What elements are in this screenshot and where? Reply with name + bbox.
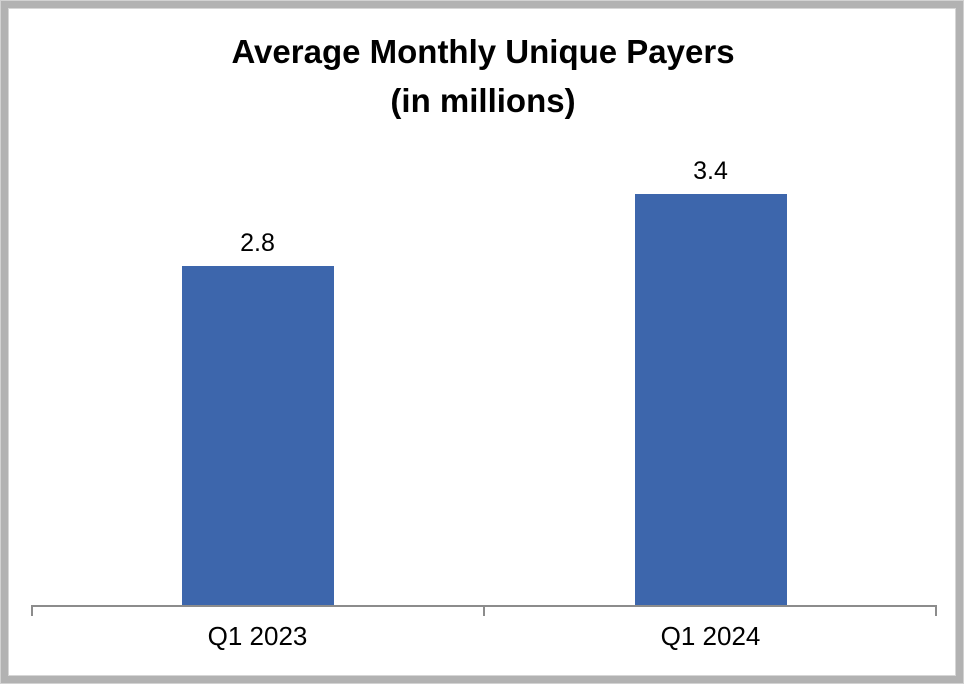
x-axis-tick-middle — [483, 605, 485, 616]
plot-area: 2.8 3.4 Q1 2023 Q1 2024 — [9, 9, 957, 677]
chart-title-line2: (in millions) — [390, 82, 576, 119]
chart-area: Average Monthly Unique Payers (in millio… — [9, 9, 957, 677]
data-label-q1-2023: 2.8 — [240, 229, 275, 257]
bar-group-q1-2023: 2.8 — [31, 9, 484, 605]
x-axis-tick-left — [31, 605, 33, 616]
x-axis-label-q1-2023: Q1 2023 — [207, 621, 308, 651]
x-axis-label-q1-2024: Q1 2024 — [660, 621, 761, 651]
data-label-q1-2024: 3.4 — [693, 157, 728, 185]
chart-title: Average Monthly Unique Payers (in millio… — [9, 27, 957, 125]
bar-q1-2023 — [181, 266, 334, 605]
bar-q1-2024 — [634, 194, 787, 605]
x-axis-tick-right — [935, 605, 937, 616]
chart-title-line1: Average Monthly Unique Payers — [231, 33, 735, 70]
bar-group-q1-2024: 3.4 — [484, 9, 937, 605]
